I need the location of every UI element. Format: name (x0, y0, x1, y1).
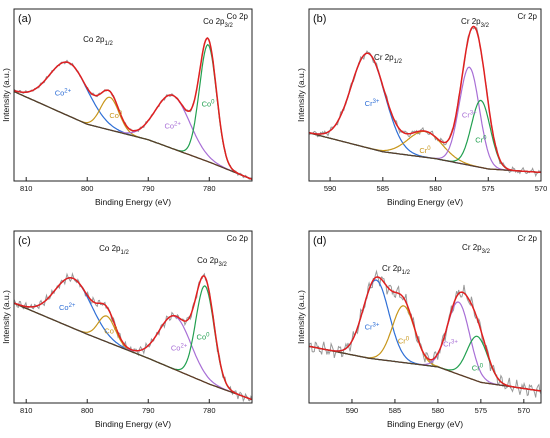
y-axis-title: Intensity (a.u.) (1, 290, 11, 344)
x-tick-label: 575 (475, 406, 488, 415)
component-cr0-curve (309, 335, 541, 392)
peak-label: Co 2p1/2 (83, 35, 113, 47)
x-tick-label: 580 (432, 406, 445, 415)
component-cr3-curve (309, 301, 541, 392)
component-label: Co2+ (171, 343, 188, 352)
x-tick-label: 800 (81, 184, 94, 193)
peak-label: Cr 2p3/2 (461, 17, 490, 29)
x-tick-label: 590 (346, 406, 359, 415)
component-cr0-curve (309, 99, 541, 173)
fit-envelope (14, 37, 252, 180)
component-label: Cr0 (475, 136, 487, 145)
plot-frame (308, 230, 542, 404)
peak-label: Co 2p3/2 (197, 256, 227, 268)
component-label: Cr0 (472, 364, 484, 373)
panel-b: 590 585 580 575 570 Binding Energy (eV) Intens… (296, 8, 548, 207)
fit-envelope (309, 276, 541, 392)
x-tick-label: 585 (389, 406, 402, 415)
component-label: Cr3+ (462, 110, 477, 119)
background-curve (14, 91, 252, 180)
x-axis-title: Binding Energy (eV) (387, 197, 463, 207)
panel-c: 810 800 790 780 Binding Energy (eV) Intensity… (1, 230, 253, 429)
component-label: Co2+ (55, 89, 72, 98)
plot-area (309, 269, 541, 398)
component-label: Co2+ (59, 303, 76, 312)
x-axis-title: Binding Energy (eV) (95, 197, 171, 207)
x-tick-label: 780 (203, 406, 216, 415)
x-tick-label: 800 (81, 406, 94, 415)
component-label: Co0 (202, 99, 216, 108)
component-label: Cr0 (398, 336, 410, 345)
x-tick-label: 810 (20, 184, 33, 193)
panel-d: 590 585 580 575 570 Binding Energy (eV) Intens… (296, 230, 542, 429)
component-label: Co0 (104, 327, 118, 336)
component-label: Cr3+ (365, 323, 380, 332)
component-label: Co0 (109, 111, 123, 120)
peak-label: Cr 2p1/2 (382, 264, 411, 276)
panel-letter: (b) (313, 13, 326, 25)
panel-a: 810 800 790 780 Binding Energy (eV) Intensity… (1, 8, 253, 207)
plot-frame (308, 8, 542, 182)
x-tick-label: 780 (203, 184, 216, 193)
component-label: Co0 (197, 332, 211, 341)
peak-label: Co 2p3/2 (203, 17, 233, 29)
x-tick-label: 570 (535, 184, 548, 193)
panel-letter: (d) (313, 235, 326, 247)
x-axis-title: Binding Energy (eV) (387, 419, 463, 429)
x-tick-label: 790 (142, 406, 155, 415)
plot-frame (13, 8, 253, 182)
x-tick-label: 585 (377, 184, 390, 193)
raw-spectrum (14, 36, 252, 180)
element-tag: Co 2p (227, 12, 249, 21)
component-label: Cr3+ (365, 99, 380, 108)
panel-letter: (a) (18, 13, 31, 25)
component-co2-curve (14, 61, 252, 180)
plot-area (309, 25, 541, 178)
component-co0-curve (14, 43, 252, 180)
peak-label: Co 2p1/2 (99, 244, 129, 256)
x-tick-label: 810 (20, 406, 33, 415)
component-cr3-curve (309, 279, 541, 392)
y-axis-title: Intensity (a.u.) (1, 68, 11, 122)
peak-label: Cr 2p3/2 (462, 243, 491, 255)
x-tick-label: 575 (482, 184, 495, 193)
x-tick-label: 570 (518, 406, 531, 415)
background-curve (309, 132, 541, 173)
component-cr0-curve (309, 305, 541, 392)
plot-frame (13, 230, 253, 404)
panel-letter: (c) (18, 235, 31, 247)
x-tick-label: 590 (324, 184, 337, 193)
fit-envelope (14, 275, 252, 401)
x-tick-label: 790 (142, 184, 155, 193)
component-label: Co2+ (164, 121, 181, 130)
element-tag: Cr 2p (517, 12, 537, 21)
y-axis-title: Intensity (a.u.) (296, 68, 306, 122)
background-curve (309, 345, 541, 392)
element-tag: Cr 2p (517, 234, 537, 243)
element-tag: Co 2p (227, 234, 249, 243)
component-label: Cr0 (419, 146, 431, 155)
background-curve (14, 302, 252, 401)
fit-envelope (309, 25, 541, 174)
component-label: Cr3+ (443, 340, 458, 349)
x-tick-label: 580 (429, 184, 442, 193)
x-axis-title: Binding Energy (eV) (95, 419, 171, 429)
peak-label: Cr 2p1/2 (374, 53, 403, 65)
plot-area (14, 272, 252, 403)
plot-area (14, 36, 252, 180)
y-axis-title: Intensity (a.u.) (296, 290, 306, 344)
raw-spectrum (309, 269, 541, 398)
